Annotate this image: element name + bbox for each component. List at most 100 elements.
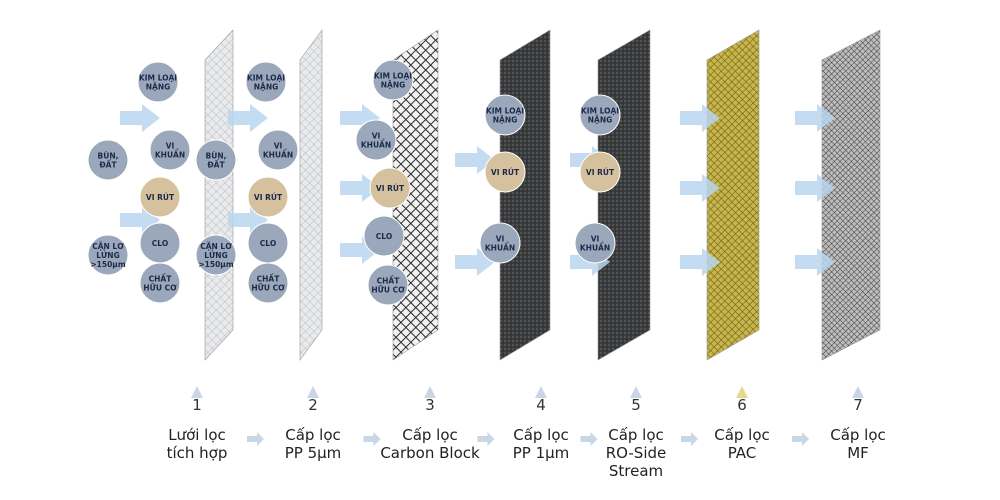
contaminant-label: NẶNG (146, 83, 171, 92)
filter-panel (706, 29, 760, 361)
next-arrow (363, 432, 381, 446)
contaminant-label: CLO (376, 232, 392, 241)
contaminant-bubble (579, 151, 621, 193)
next-arrow (580, 432, 598, 446)
contaminant-label: LỬNG (204, 250, 227, 260)
contaminant-label: BÙN, (98, 152, 119, 161)
contaminant-bubble (372, 59, 414, 101)
contaminant-bubble (247, 176, 289, 218)
stage-number: 4 (536, 396, 546, 414)
stage-number: 1 (192, 396, 202, 414)
contaminant-bubble (139, 176, 181, 218)
contaminant-bubble (363, 215, 405, 257)
next-arrow (792, 432, 809, 446)
contaminant-bubble (579, 94, 621, 136)
contaminant-label: KHUẨN (580, 243, 610, 253)
up-marker (852, 386, 864, 398)
contaminant-label: VI (166, 142, 175, 151)
flow-arrow (795, 174, 835, 202)
contaminant-bubble (484, 94, 526, 136)
contaminant-bubble (137, 61, 179, 103)
contaminant-label: KHUẨN (485, 243, 515, 253)
contaminant-label: LỬNG (96, 250, 119, 260)
up-marker (630, 386, 642, 398)
stage-label: RO-Side (606, 444, 667, 462)
contaminant-label: ĐẤT (99, 160, 117, 170)
contaminant-label: >150µm (90, 260, 125, 269)
stage-label: Carbon Block (380, 444, 480, 462)
stage-label: PAC (728, 444, 757, 462)
stage-number: 5 (631, 396, 641, 414)
flow-arrow (680, 248, 720, 276)
up-marker (307, 386, 319, 398)
contaminant-bubble (245, 61, 287, 103)
stage-label: Cấp lọc (714, 426, 770, 444)
contaminant-label: CẶN LƠ (200, 242, 232, 251)
contaminant-label: VI (591, 235, 600, 244)
contaminant-bubble (195, 234, 237, 276)
next-arrow (247, 432, 264, 446)
next-arrow (681, 432, 698, 446)
contaminant-label: NẶNG (254, 83, 279, 92)
stage-label: Cấp lọc (285, 426, 341, 444)
contaminant-label: KHUẨN (263, 150, 293, 160)
up-marker (736, 386, 748, 398)
contaminant-label: ĐẤT (207, 160, 225, 170)
flow-arrow (120, 104, 160, 132)
stage-label: Stream (609, 462, 663, 480)
filter-panel (499, 29, 551, 361)
contaminant-label: KHUẨN (155, 150, 185, 160)
stage-number: 3 (425, 396, 435, 414)
stage-label: Cấp lọc (830, 426, 886, 444)
stage-label: Cấp lọc (608, 426, 664, 444)
filter-panel (821, 29, 881, 361)
contaminant-label: NẶNG (493, 116, 518, 125)
contaminant-label: VI RÚT (146, 193, 175, 202)
contaminant-label: NẶNG (381, 81, 406, 90)
contaminant-label: NẶNG (588, 116, 613, 125)
contaminant-label: CHẤT (257, 274, 281, 284)
contaminant-label: CHẤT (377, 276, 401, 286)
contaminant-label: KHUẨN (361, 140, 391, 150)
contaminant-label: KIM LOẠI (374, 72, 412, 81)
stage-number: 6 (737, 396, 747, 414)
stage-label: Cấp lọc (513, 426, 569, 444)
flow-arrow (340, 174, 380, 202)
contaminant-label: VI (496, 235, 505, 244)
filter-panel (299, 29, 323, 361)
up-marker (535, 386, 547, 398)
contaminant-label: BÙN, (206, 152, 227, 161)
contaminant-bubble (257, 129, 299, 171)
contaminant-label: VI RÚT (491, 168, 520, 177)
contaminant-label: KIM LOẠI (581, 107, 619, 116)
contaminant-label: HỮU CƠ (143, 284, 177, 293)
contaminant-bubble (195, 139, 237, 181)
contaminant-bubble (247, 262, 289, 304)
contaminant-bubble (355, 119, 397, 161)
next-arrow (477, 432, 495, 446)
contaminant-bubble (149, 129, 191, 171)
filter-panel (597, 29, 651, 361)
contaminant-label: HỮU CƠ (251, 284, 285, 293)
contaminant-bubble (484, 151, 526, 193)
flow-arrow (455, 146, 495, 174)
contaminant-label: VI RÚT (254, 193, 283, 202)
stage-label: Lưới lọc (168, 426, 226, 444)
contaminant-label: VI RÚT (376, 184, 405, 193)
contaminant-bubble (87, 139, 129, 181)
stage-label: PP 5µm (285, 444, 342, 462)
stage-number: 7 (853, 396, 863, 414)
flow-arrow (795, 248, 835, 276)
stage-number: 2 (308, 396, 318, 414)
contaminant-label: CHẤT (149, 274, 173, 284)
contaminant-bubble (479, 222, 521, 264)
contaminant-bubble (574, 222, 616, 264)
stage-label: Cấp lọc (402, 426, 458, 444)
contaminant-label: VI (274, 142, 283, 151)
stage-label: MF (847, 444, 869, 462)
contaminant-label: CLO (260, 239, 276, 248)
contaminant-label: KIM LOẠI (486, 107, 524, 116)
contaminant-label: CLO (152, 239, 168, 248)
flow-arrow (795, 104, 835, 132)
up-marker (424, 386, 436, 398)
